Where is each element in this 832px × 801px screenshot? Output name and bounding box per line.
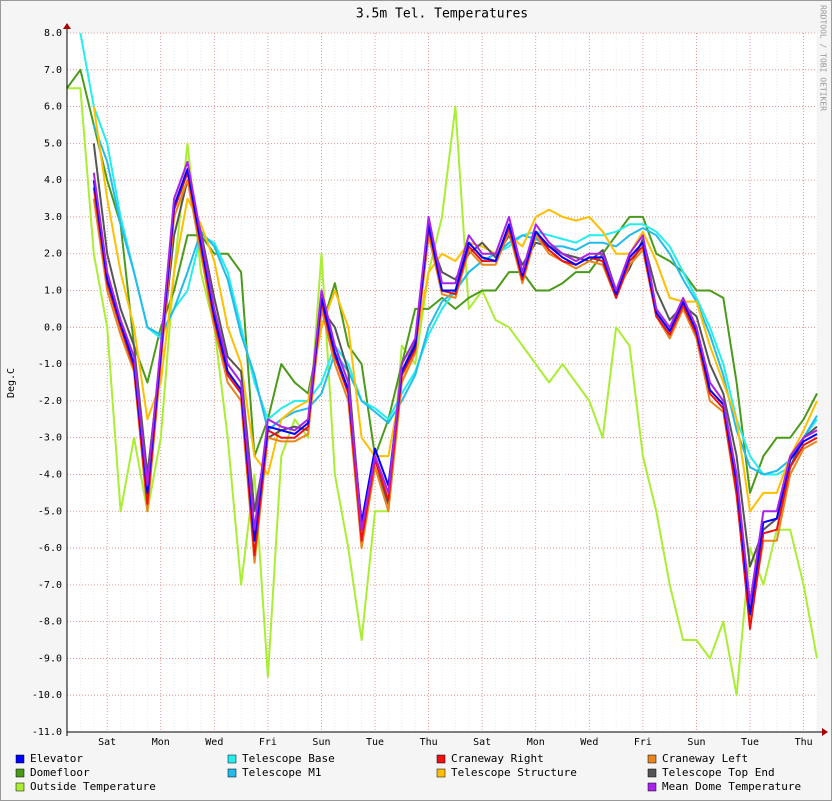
legend-label: Telescope M1 <box>242 766 321 779</box>
axis-arrow <box>63 23 71 29</box>
legend-swatch <box>647 768 657 778</box>
x-tick-label: Sun <box>687 737 705 748</box>
legend-label: Domefloor <box>30 766 90 779</box>
x-tick-label: Fri <box>634 737 652 748</box>
y-tick-label: -4.0 <box>38 469 62 480</box>
x-tick-label: Thu <box>795 737 813 748</box>
x-tick-label: Sun <box>312 737 330 748</box>
legend-label: Mean Dome Temperature <box>662 780 801 793</box>
y-tick-label: -2.0 <box>38 396 62 407</box>
legend-swatch <box>15 754 25 764</box>
legend-swatch <box>647 754 657 764</box>
legend-label: Outside Temperature <box>30 780 156 793</box>
x-tick-label: Thu <box>420 737 438 748</box>
watermark: RRDTOOL / TOBI OETIKER <box>819 5 828 111</box>
legend-label: Craneway Left <box>662 752 748 765</box>
legend-swatch <box>15 768 25 778</box>
y-tick-label: 5.0 <box>44 138 62 149</box>
x-tick-label: Tue <box>741 737 759 748</box>
y-tick-label: 8.0 <box>44 28 62 39</box>
legend-swatch <box>436 768 446 778</box>
x-tick-label: Sat <box>473 737 491 748</box>
series-line <box>79 32 818 476</box>
y-tick-label: -5.0 <box>38 506 62 517</box>
y-tick-label: 4.0 <box>44 175 62 186</box>
y-tick-label: -10.0 <box>32 690 62 701</box>
legend-label: Telescope Top End <box>662 766 775 779</box>
legend-swatch <box>227 768 237 778</box>
y-tick-label: -11.0 <box>32 727 62 738</box>
x-tick-label: Mon <box>527 737 545 748</box>
legend-swatch <box>647 782 657 792</box>
y-tick-label: -8.0 <box>38 617 62 628</box>
legend-swatch <box>15 782 25 792</box>
y-tick-label: -3.0 <box>38 433 62 444</box>
y-tick-label: 6.0 <box>44 102 62 113</box>
x-tick-label: Wed <box>580 737 598 748</box>
series-line <box>92 160 818 605</box>
series-line <box>92 106 818 513</box>
y-tick-label: -9.0 <box>38 653 62 664</box>
legend-swatch <box>227 754 237 764</box>
legend-label: Telescope Structure <box>451 766 577 779</box>
y-tick-label: 7.0 <box>44 65 62 76</box>
y-axis-label: Deg.C <box>6 368 17 398</box>
legend-label: Elevator <box>30 752 83 765</box>
y-tick-label: 2.0 <box>44 249 62 260</box>
x-tick-label: Wed <box>205 737 223 748</box>
y-tick-label: 0.0 <box>44 322 62 333</box>
chart-title: 3.5m Tel. Temperatures <box>356 7 528 22</box>
x-tick-label: Tue <box>366 737 384 748</box>
y-tick-label: -6.0 <box>38 543 62 554</box>
x-tick-label: Fri <box>259 737 277 748</box>
series-line <box>66 68 818 494</box>
y-tick-label: -1.0 <box>38 359 62 370</box>
legend-label: Telescope Base <box>242 752 335 765</box>
legend-label: Craneway Right <box>451 752 544 765</box>
y-tick-label: 1.0 <box>44 286 62 297</box>
y-tick-label: 3.0 <box>44 212 62 223</box>
legend-swatch <box>436 754 446 764</box>
x-tick-label: Sat <box>98 737 116 748</box>
x-tick-label: Mon <box>152 737 170 748</box>
y-tick-label: -7.0 <box>38 580 62 591</box>
axis-arrow <box>822 728 828 736</box>
